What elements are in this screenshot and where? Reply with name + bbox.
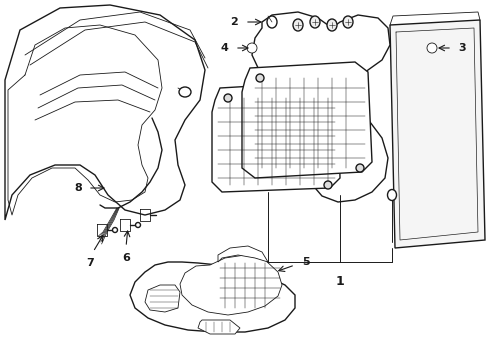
Ellipse shape (267, 16, 277, 28)
Polygon shape (390, 20, 485, 248)
Ellipse shape (256, 74, 264, 82)
Ellipse shape (427, 43, 437, 53)
Ellipse shape (310, 16, 320, 28)
Polygon shape (218, 246, 268, 262)
Polygon shape (242, 62, 372, 178)
Ellipse shape (224, 94, 232, 102)
Text: 8: 8 (74, 183, 82, 193)
Polygon shape (180, 255, 282, 315)
Text: 4: 4 (220, 43, 228, 53)
Ellipse shape (113, 228, 118, 233)
Ellipse shape (324, 181, 332, 189)
Polygon shape (212, 82, 340, 192)
Polygon shape (130, 262, 295, 332)
Polygon shape (198, 320, 240, 334)
Ellipse shape (388, 189, 396, 201)
Polygon shape (250, 12, 390, 202)
Text: 2: 2 (230, 17, 238, 27)
Text: 7: 7 (86, 258, 94, 268)
Polygon shape (145, 285, 180, 312)
Ellipse shape (293, 19, 303, 31)
Ellipse shape (343, 16, 353, 28)
Ellipse shape (136, 222, 141, 228)
Ellipse shape (327, 19, 337, 31)
Text: 5: 5 (302, 257, 310, 267)
Ellipse shape (247, 43, 257, 53)
Ellipse shape (179, 87, 191, 97)
Text: 1: 1 (336, 275, 344, 288)
Text: 6: 6 (122, 253, 130, 263)
Ellipse shape (356, 164, 364, 172)
Text: 3: 3 (458, 43, 466, 53)
Polygon shape (5, 5, 205, 220)
